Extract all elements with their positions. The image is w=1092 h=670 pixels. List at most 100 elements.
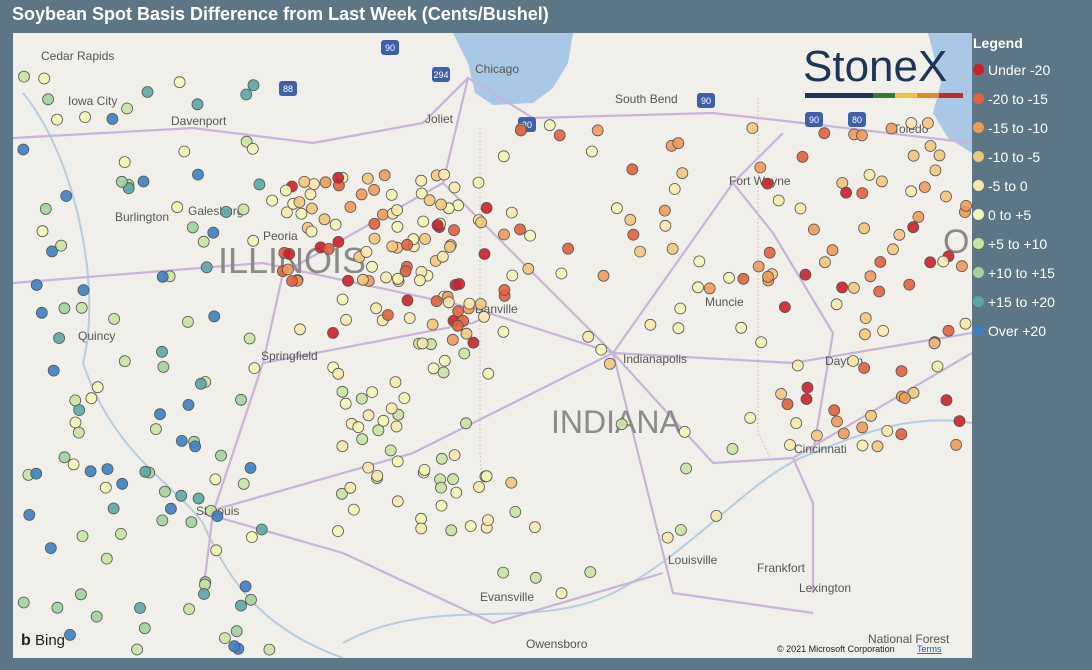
legend-item[interactable]: +15 to +20 (973, 287, 1091, 316)
map-dot (118, 355, 131, 368)
map-dot (293, 196, 306, 209)
map-dot (847, 355, 859, 367)
map-dot (240, 88, 253, 101)
legend-item[interactable]: +5 to +10 (973, 229, 1091, 258)
legend-item[interactable]: Over +20 (973, 316, 1091, 345)
map-dot (352, 421, 365, 434)
legend-item[interactable]: -10 to -5 (973, 142, 1091, 171)
map-dot (871, 440, 884, 453)
map-dot (644, 318, 657, 331)
map-dot (192, 168, 204, 181)
map-dot (51, 113, 63, 126)
map-dot (467, 336, 480, 349)
map-dot (840, 186, 852, 199)
terms-link[interactable]: Terms (917, 644, 942, 654)
logo-bar (917, 93, 939, 98)
map-dot (39, 202, 52, 215)
map-dot (808, 223, 820, 236)
map-dot (956, 260, 968, 273)
map-dot (887, 243, 899, 256)
map-dot (360, 245, 373, 258)
map-dot (100, 552, 113, 565)
map-dot (863, 168, 876, 181)
map-dot (198, 588, 210, 600)
legend-swatch (973, 93, 984, 104)
map-dot (192, 492, 205, 505)
map-dot (58, 451, 71, 464)
map-dot (779, 301, 791, 314)
map-dot (191, 98, 204, 111)
map-dot (115, 527, 127, 540)
bing-icon: b (21, 632, 31, 649)
map-dot (505, 206, 518, 219)
map-dot (674, 302, 687, 315)
legend-item[interactable]: -5 to 0 (973, 171, 1091, 200)
legend-item[interactable]: -15 to -10 (973, 113, 1091, 142)
map-dot (246, 142, 259, 155)
highway-shield (805, 112, 823, 127)
map-dot (856, 187, 869, 200)
place-label: Fort Wayne (729, 174, 791, 188)
map-dot (436, 250, 449, 263)
place-label: Owensboro (526, 637, 588, 651)
map-dot (659, 219, 672, 232)
map-dot (376, 208, 389, 221)
legend-label: +10 to +15 (988, 264, 1055, 281)
map-dot (676, 167, 689, 180)
highway-shield (432, 67, 450, 82)
map-dot (107, 502, 120, 515)
map-dot (371, 469, 384, 482)
map-dot (355, 188, 368, 201)
map-dot (44, 542, 57, 554)
map-dot (156, 270, 169, 283)
map-dot (47, 364, 60, 377)
river (342, 419, 972, 644)
map-dot (390, 420, 403, 433)
map-dot (905, 117, 918, 129)
map-dot (237, 203, 250, 216)
map-dot (452, 305, 465, 318)
map-dot (763, 246, 776, 259)
map-dot (280, 206, 293, 219)
map-dot (675, 524, 687, 536)
map-dot (933, 149, 946, 162)
place-label: Lexington (799, 581, 851, 595)
map-dot (391, 204, 404, 217)
map-dot (529, 521, 541, 534)
map-dot (156, 345, 168, 358)
map-dot (423, 194, 436, 207)
map-dot (305, 202, 318, 215)
map-dot (391, 455, 404, 468)
map-dot (108, 312, 120, 325)
map-dot (692, 281, 704, 294)
map-dot (668, 183, 681, 195)
map-dot (344, 481, 357, 494)
legend-label: +5 to +10 (988, 235, 1048, 252)
map-dot (91, 381, 104, 394)
roads (13, 76, 972, 625)
map-dot (873, 285, 886, 298)
legend-item[interactable]: Under -20 (973, 55, 1091, 84)
place-label: Toledo (893, 122, 929, 136)
map-dot (524, 229, 536, 242)
map-dot (183, 603, 196, 615)
map-dot (450, 486, 463, 499)
map[interactable]: Cedar Rapids Iowa City Davenport Chicago Sou… (13, 33, 972, 658)
map-dot (893, 228, 906, 241)
highway-number: 294 (433, 70, 448, 80)
map-dot (42, 93, 54, 106)
legend-item[interactable]: +10 to +15 (973, 258, 1091, 287)
legend-item[interactable]: -20 to -15 (973, 84, 1091, 113)
map-dot (460, 327, 473, 340)
map-dot (522, 262, 535, 275)
map-dot (435, 452, 448, 465)
map-dot (790, 417, 803, 430)
map-dot (874, 256, 887, 268)
map-dot (427, 362, 440, 375)
map-dot (463, 297, 476, 310)
map-dot (438, 354, 451, 367)
legend-item[interactable]: 0 to +5 (973, 200, 1091, 229)
legend-swatch (973, 296, 984, 307)
map-dot (924, 256, 937, 269)
map-dot (415, 522, 428, 535)
